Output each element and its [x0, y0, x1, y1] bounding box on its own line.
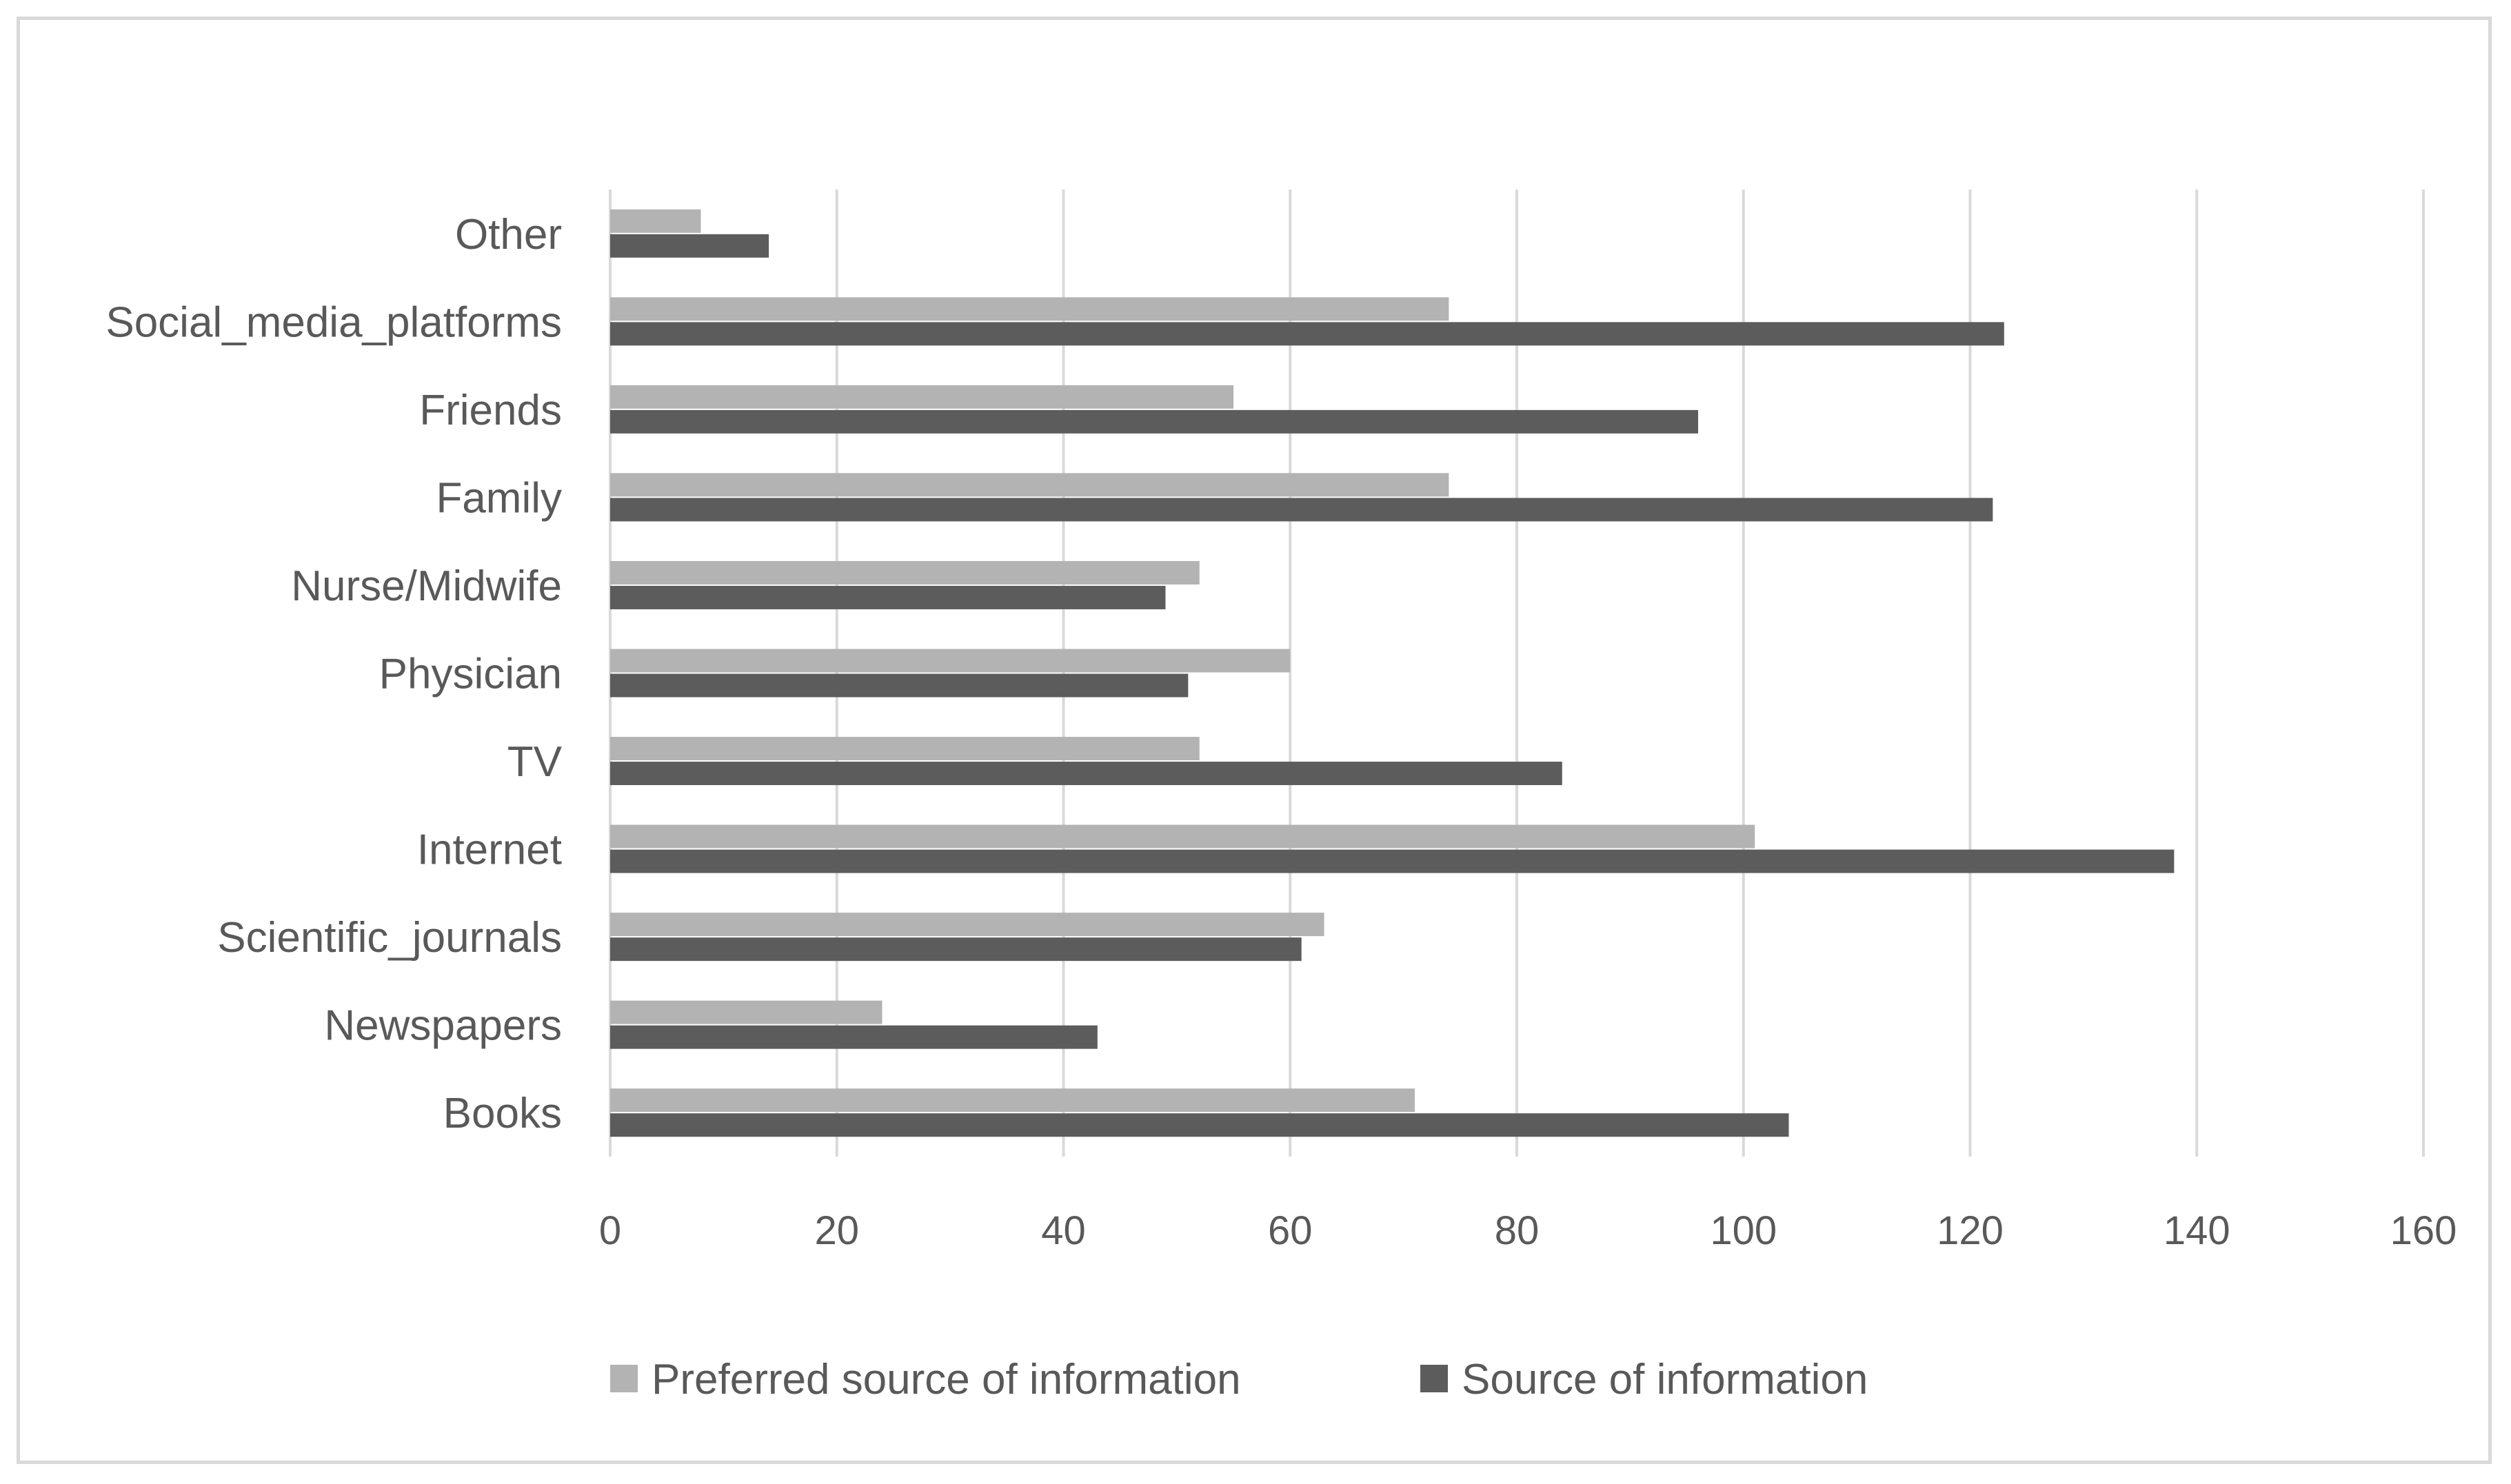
chart-frame: [17, 17, 2492, 1464]
category-label: TV: [507, 738, 563, 786]
category-label: Scientific_journals: [217, 914, 562, 962]
bar-source: [610, 673, 1189, 698]
x-tick-label: 40: [1041, 1208, 1086, 1253]
x-tick-label: 80: [1495, 1208, 1540, 1253]
category-label: Social_media_platforms: [105, 298, 562, 346]
axes: 0 20 40 60 80 100 120 140 160 Books Newspapers Scie…: [105, 211, 2457, 1253]
bar-preferred-source: [610, 1088, 1415, 1112]
bar-preferred-source: [610, 824, 1755, 848]
x-tick-label: 100: [1710, 1208, 1777, 1253]
bar-preferred-source: [610, 560, 1200, 585]
bar-preferred-source: [610, 473, 1449, 497]
category-label: Family: [436, 474, 562, 522]
bar-source: [610, 585, 1166, 609]
bar-source: [610, 1113, 1789, 1137]
category-label: Physician: [379, 651, 562, 698]
bar-preferred-source: [610, 913, 1324, 937]
legend-swatch: [610, 1365, 638, 1392]
bar-preferred-source: [610, 1000, 883, 1024]
category-label: Nurse/Midwife: [291, 562, 562, 610]
bar-source: [610, 409, 1698, 434]
bar-preferred-source: [610, 649, 1291, 673]
category-label: Newspapers: [324, 1002, 562, 1050]
bar-preferred-source: [610, 737, 1200, 761]
bar-source: [610, 322, 2004, 346]
legend-label: Preferred source of information: [652, 1356, 1241, 1403]
category-label: Books: [443, 1090, 562, 1137]
category-label: Internet: [417, 826, 562, 874]
category-label: Friends: [419, 387, 562, 434]
x-tick-label: 120: [1937, 1208, 2004, 1253]
bar-source: [610, 762, 1562, 786]
bar-preferred-source: [610, 297, 1449, 321]
category-label: Other: [455, 211, 562, 258]
x-tick-label: 140: [2164, 1208, 2230, 1253]
legend-label: Source of information: [1462, 1356, 1868, 1403]
bar-preferred-source: [610, 209, 701, 233]
x-tick-label: 0: [599, 1208, 621, 1253]
x-tick-label: 20: [814, 1208, 859, 1253]
x-tick-label: 160: [2390, 1208, 2457, 1253]
bar-source: [610, 234, 769, 258]
bar-source: [610, 1025, 1098, 1049]
legend-swatch: [1420, 1365, 1448, 1392]
bars: [610, 209, 2175, 1137]
bar-source: [610, 849, 2175, 873]
bar-source: [610, 937, 1302, 962]
x-tick-label: 60: [1268, 1208, 1313, 1253]
bar-source: [610, 498, 1993, 522]
gridlines: [609, 190, 2425, 1157]
bar-preferred-source: [610, 385, 1234, 409]
legend: Preferred source of information Source of…: [610, 1356, 1868, 1403]
